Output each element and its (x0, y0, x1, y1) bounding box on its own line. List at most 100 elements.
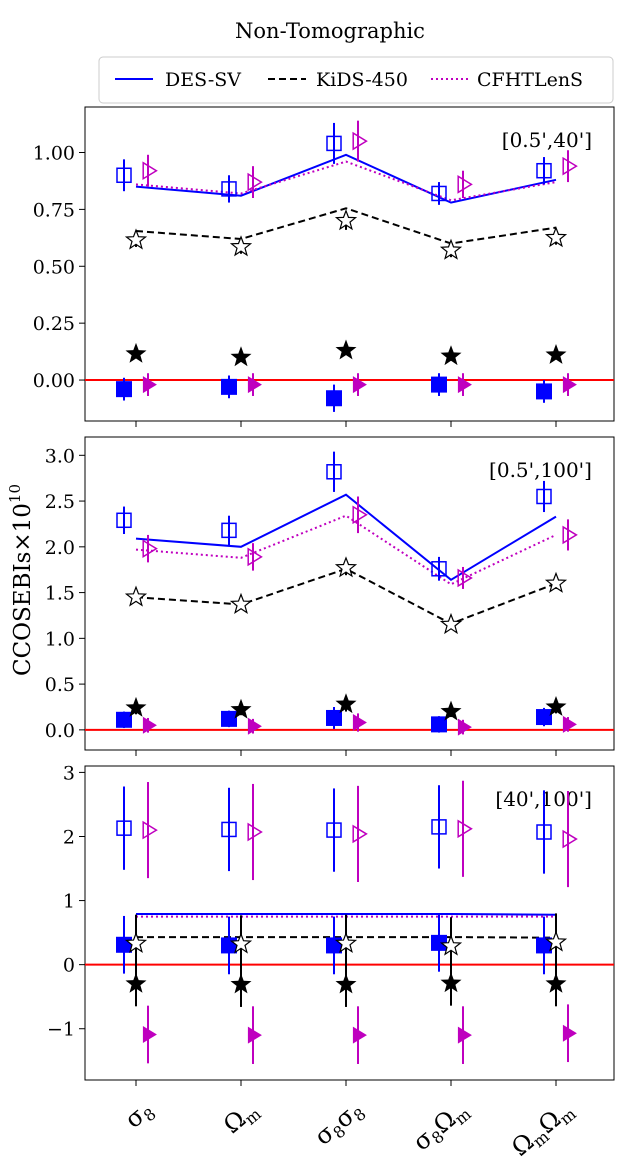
y-tick-label: 0.25 (33, 313, 75, 335)
des-open-point (221, 522, 237, 539)
des-filled-point (326, 709, 342, 726)
cfht-open-point (457, 568, 473, 588)
kids-filled-point (545, 344, 567, 364)
cfht-open-point (562, 156, 578, 176)
des-open-point (116, 167, 132, 184)
des-open-point (536, 162, 552, 179)
y-tick-label: 0.5 (45, 674, 75, 696)
y-tick-label: 2 (63, 826, 75, 848)
range-label: [0.5',100'] (489, 458, 592, 482)
kids-filled-point (335, 973, 357, 994)
range-label: [0.5',40'] (502, 128, 592, 152)
cfht-filled-point (142, 716, 157, 734)
kids-filled-point (335, 693, 357, 714)
legend-label-2: CFHTLenS (477, 69, 583, 91)
cfht-filled-point (562, 376, 577, 394)
des-open-point (536, 488, 552, 505)
legend: DES-SV KiDS-450 CFHTLenS (98, 56, 614, 104)
cfht-filled-point (457, 376, 472, 394)
y-tick-label: 0.75 (33, 199, 75, 221)
legend-box (98, 56, 614, 104)
des-open-point (431, 185, 447, 202)
des-open-point (431, 819, 447, 835)
cfht-filled-point (352, 376, 367, 394)
y-axis-label-text: CCOSEBIs×10 (10, 503, 36, 676)
panel-frame (84, 106, 615, 422)
des-model-line (136, 913, 557, 916)
des-filled-point (221, 378, 237, 395)
des-open-point (326, 464, 342, 480)
des-filled-point (431, 376, 447, 393)
x-tick-label-4: ΩmΩm (506, 1095, 580, 1164)
des-filled-point (536, 937, 552, 954)
y-tick-label: 0.50 (33, 256, 75, 278)
cfht-filled-point (562, 1024, 577, 1042)
cfht-open-point (352, 131, 368, 151)
y-tick-label: 2.5 (45, 491, 75, 513)
cfht-filled-point (247, 1026, 262, 1044)
cfht-open-point (247, 172, 263, 192)
des-open-point (221, 821, 237, 838)
panel-1: 0.0 0.5 1.0 1.5 2.0 2.5 3.0 [0.5',100'] (45, 436, 615, 756)
cfht-open-point (562, 525, 578, 545)
kids-open-point (229, 932, 253, 954)
cfht-open-point (142, 539, 158, 558)
kids-filled-point (230, 973, 252, 994)
cfht-filled-point (247, 717, 262, 735)
kids-open-point (439, 934, 463, 956)
cfht-filled-point (352, 714, 367, 732)
kids-filled-point (440, 345, 462, 366)
cfht-model-line (135, 514, 557, 586)
legend-label-1: KiDS-450 (316, 69, 408, 91)
des-model-line (135, 153, 557, 204)
cfht-open-point (142, 161, 158, 181)
des-filled-point (326, 390, 342, 407)
cfht-filled-point (457, 1026, 472, 1044)
des-filled-point (536, 383, 552, 400)
y-tick-label: 3.0 (45, 445, 75, 467)
des-filled-point (116, 381, 132, 398)
kids-filled-point (125, 342, 147, 363)
des-filled-point (431, 934, 447, 951)
des-filled-point (431, 716, 447, 733)
kids-open-point (544, 571, 568, 593)
kids-filled-point (440, 700, 462, 721)
y-tick-label: 1.00 (33, 143, 75, 165)
cfht-filled-point (142, 1026, 157, 1044)
legend-label-0: DES-SV (165, 69, 241, 91)
kids-open-point (544, 930, 568, 952)
y-tick-label: −1 (47, 1019, 75, 1041)
x-tick-label-3: σ8Ωm (408, 1095, 475, 1158)
kids-open-point (229, 235, 253, 257)
kids-open-point (439, 612, 463, 635)
x-tick-label-0: σ8 (119, 1095, 159, 1136)
cfht-filled-point (457, 718, 472, 736)
cfht-open-point (247, 547, 263, 567)
des-filled-point (221, 710, 237, 727)
cfht-open-point (562, 829, 578, 849)
kids-filled-point (545, 696, 567, 716)
y-tick-label: 1.5 (45, 583, 75, 605)
cfht-open-point (457, 175, 473, 194)
y-tick-label: 1 (63, 891, 75, 913)
des-open-point (326, 822, 342, 838)
kids-open-point (334, 556, 358, 578)
cfht-open-point (142, 820, 158, 840)
kids-filled-point (230, 346, 252, 367)
des-filled-point (536, 709, 552, 726)
kids-filled-point (545, 972, 567, 993)
des-open-point (221, 181, 237, 197)
y-tick-label: 0.00 (33, 370, 75, 392)
panel-0: 0.00 0.25 0.50 0.75 1.00 [0.5',40'] (33, 106, 615, 427)
kids-filled-point (125, 972, 147, 993)
y-tick-label: 3 (63, 762, 75, 784)
x-tick-label-2: σ8σ8 (309, 1095, 370, 1153)
des-filled-point (116, 936, 132, 953)
des-filled-point (221, 937, 237, 954)
cfht-open-point (352, 824, 368, 844)
kids-filled-point (125, 696, 147, 717)
cfht-open-point (457, 819, 473, 839)
